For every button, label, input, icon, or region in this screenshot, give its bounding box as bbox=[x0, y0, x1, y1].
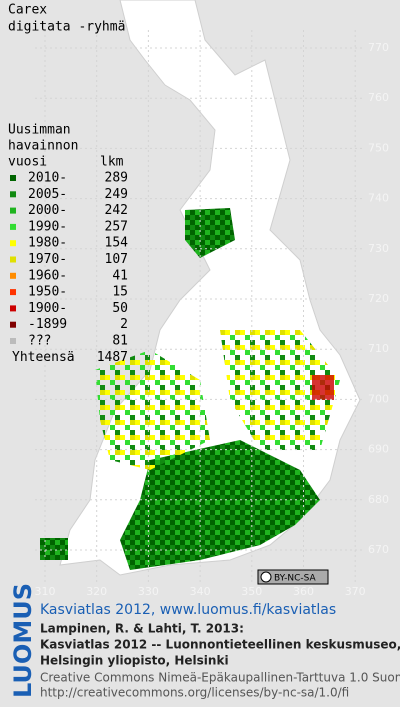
logo: LUOMUS bbox=[9, 583, 37, 698]
observation-area-west bbox=[95, 350, 210, 470]
observation-area-east bbox=[220, 330, 340, 450]
legend-header: havainnon bbox=[8, 139, 78, 154]
title: digitata -ryhmä bbox=[8, 20, 125, 35]
legend-label: 2005- bbox=[28, 187, 67, 202]
legend-header: lkm bbox=[100, 155, 124, 170]
legend-count: 2 bbox=[120, 317, 128, 332]
cc-badge: BY-NC-SA bbox=[257, 569, 329, 585]
legend-swatch bbox=[10, 321, 16, 328]
legend-header: vuosi bbox=[8, 155, 47, 170]
legend-count: 154 bbox=[105, 236, 129, 251]
legend-swatch bbox=[10, 175, 16, 181]
legend-label: -1899 bbox=[28, 317, 67, 332]
legend-count: 289 bbox=[105, 171, 128, 186]
legend-swatch bbox=[10, 289, 16, 296]
legend-swatch bbox=[10, 256, 16, 263]
observation-area-kainuu bbox=[185, 208, 235, 258]
legend-label: 1950- bbox=[28, 285, 67, 300]
legend-label: 1990- bbox=[28, 219, 67, 234]
legend-label: 1970- bbox=[28, 252, 67, 267]
link[interactable]: Kasviatlas 2012, www.luomus.fi/kasviatla… bbox=[40, 602, 336, 618]
y-coordinate: 670 bbox=[368, 543, 389, 556]
legend-swatch bbox=[10, 240, 16, 247]
legend-count: 15 bbox=[112, 285, 128, 300]
x-coordinate: 360 bbox=[293, 585, 314, 598]
x-coordinate: 340 bbox=[190, 585, 211, 598]
observation-area-aland bbox=[40, 538, 68, 560]
legend-label: 1900- bbox=[28, 301, 67, 316]
y-coordinate: 730 bbox=[368, 242, 389, 255]
legend-swatch bbox=[10, 338, 16, 344]
x-coordinate: 350 bbox=[241, 585, 262, 598]
legend-count: 81 bbox=[112, 334, 128, 349]
observation-area-red bbox=[312, 375, 334, 400]
y-coordinate: 740 bbox=[368, 192, 389, 205]
citation: Helsingin yliopisto, Helsinki bbox=[40, 654, 229, 668]
legend-count: 41 bbox=[112, 268, 128, 283]
x-coordinate: 330 bbox=[138, 585, 159, 598]
legend-count: 242 bbox=[105, 203, 128, 218]
y-coordinate: 770 bbox=[368, 41, 389, 54]
legend-label: 1960- bbox=[28, 268, 67, 283]
legend-count: 50 bbox=[112, 301, 128, 316]
y-coordinate: 680 bbox=[368, 493, 389, 506]
legend-count: 107 bbox=[105, 252, 128, 267]
title: Carex bbox=[8, 3, 47, 18]
total-label: Yhteensä bbox=[12, 350, 75, 365]
x-coordinate: 370 bbox=[345, 585, 366, 598]
y-coordinate: 760 bbox=[368, 91, 389, 104]
legend-label: ??? bbox=[28, 334, 51, 349]
legend-label: 2000- bbox=[28, 203, 67, 218]
x-coordinate: 310 bbox=[35, 585, 56, 598]
license: http://creativecommons.org/licenses/by-n… bbox=[40, 686, 349, 700]
legend-label: 2010- bbox=[28, 171, 67, 186]
license: Creative Commons Nimeä-Epäkaupallinen-Ta… bbox=[40, 671, 400, 685]
legend-count: 249 bbox=[105, 187, 128, 202]
y-coordinate: 750 bbox=[368, 141, 389, 154]
badge-text: BY-NC-SA bbox=[274, 574, 317, 584]
observation-area-south bbox=[120, 440, 320, 570]
legend-swatch bbox=[10, 223, 16, 230]
y-coordinate: 700 bbox=[368, 392, 389, 405]
y-coordinate: 690 bbox=[368, 443, 389, 456]
citation: Lampinen, R. & Lahti, T. 2013: bbox=[40, 622, 244, 636]
legend-swatch bbox=[10, 272, 16, 279]
x-coordinate: 320 bbox=[86, 585, 107, 598]
legend-label: 1980- bbox=[28, 236, 67, 251]
y-coordinate: 710 bbox=[368, 342, 389, 355]
legend-count: 257 bbox=[105, 219, 128, 234]
legend-swatch bbox=[10, 207, 16, 214]
legend-header: Uusimman bbox=[8, 123, 71, 138]
legend-swatch bbox=[10, 305, 16, 312]
citation: Kasviatlas 2012 -- Luonnontieteellinen k… bbox=[40, 638, 400, 652]
y-coordinate: 720 bbox=[368, 292, 389, 305]
total-count: 1487 bbox=[97, 350, 128, 365]
legend-swatch bbox=[10, 191, 16, 198]
